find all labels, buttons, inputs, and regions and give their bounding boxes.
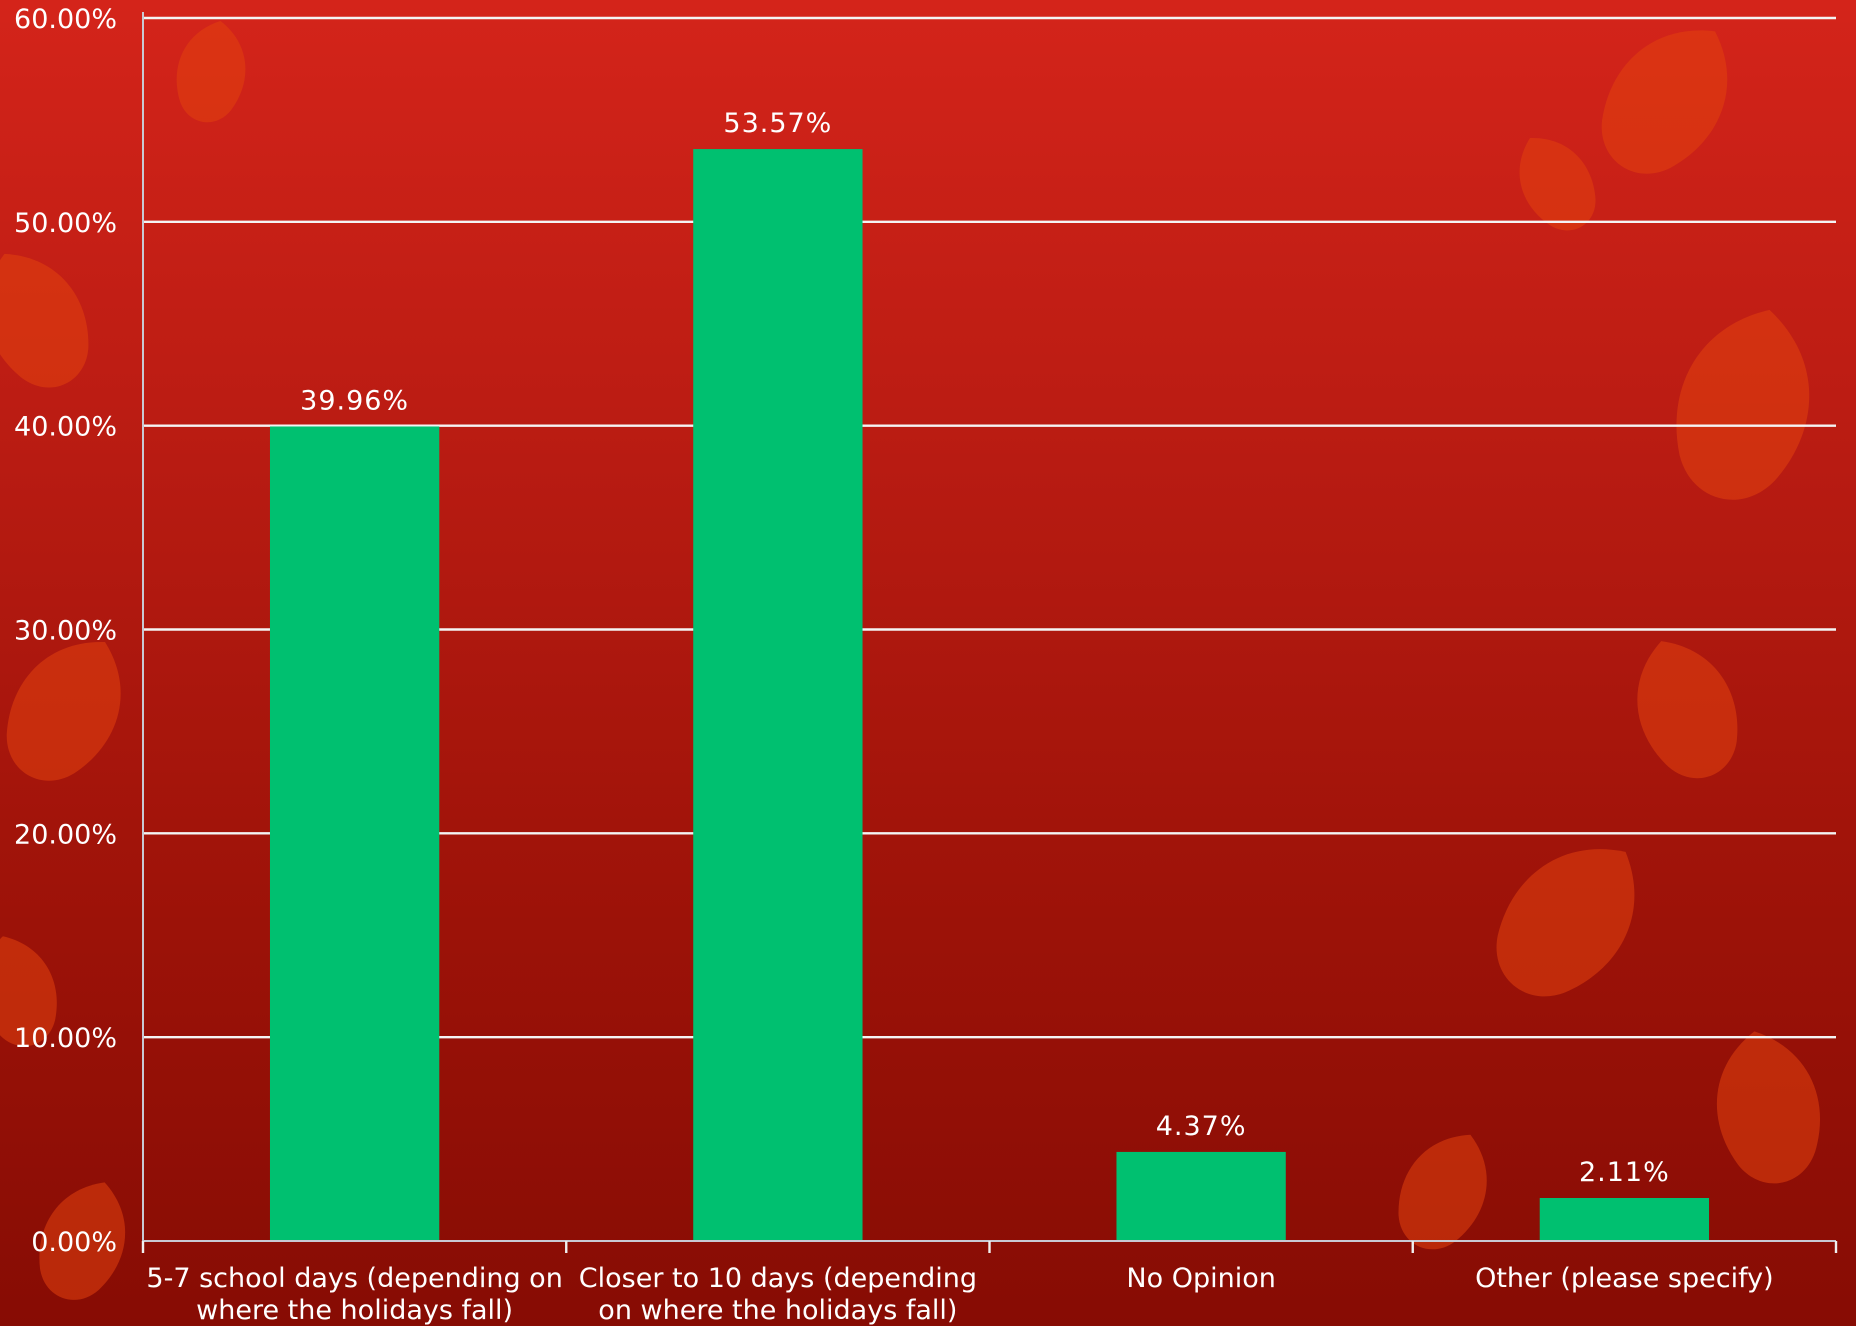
labels: 0.00% 10.00% 20.00% 30.00% 40.00% 50.00% 60.00… [14, 4, 1774, 1326]
x-tick-label: No Opinion [1126, 1263, 1275, 1294]
data-label: 53.57% [723, 108, 832, 139]
x-tick-label: 5-7 school days (depending on where the h… [146, 1263, 562, 1326]
bar [1539, 1197, 1710, 1241]
y-tick-label: 0.00% [31, 1227, 117, 1258]
y-tick-label: 40.00% [14, 412, 117, 443]
axes [141, 12, 1838, 1253]
data-label: 4.37% [1156, 1111, 1247, 1142]
background-leaf [1601, 30, 1728, 174]
background-leaf [1676, 309, 1810, 500]
bar [693, 149, 863, 1242]
background-leaf [1637, 641, 1738, 779]
background-leaf [1398, 1134, 1487, 1250]
x-tick-label: Other (please specify) [1475, 1263, 1774, 1294]
bar [1116, 1151, 1286, 1241]
data-label: 2.11% [1579, 1157, 1670, 1188]
background-leaf [6, 642, 121, 781]
data-label: 39.96% [300, 385, 409, 416]
y-tick-label: 50.00% [14, 208, 117, 239]
x-tick-label: Closer to 10 days (depending on where the… [579, 1263, 977, 1326]
y-tick-label: 60.00% [14, 4, 117, 35]
background-leaves [0, 20, 1820, 1300]
background-leaf [1496, 849, 1635, 997]
background-leaf [0, 936, 57, 1047]
y-tick-label: 20.00% [14, 819, 117, 850]
y-tick-label: 30.00% [14, 616, 117, 647]
background-leaf [1519, 138, 1596, 231]
background-leaf [176, 20, 246, 123]
background-leaf [39, 1182, 126, 1300]
y-tick-label: 10.00% [14, 1023, 117, 1054]
background-leaf [1716, 1031, 1820, 1184]
background-leaf [0, 253, 89, 388]
bar [269, 426, 440, 1241]
bars [269, 149, 1710, 1242]
